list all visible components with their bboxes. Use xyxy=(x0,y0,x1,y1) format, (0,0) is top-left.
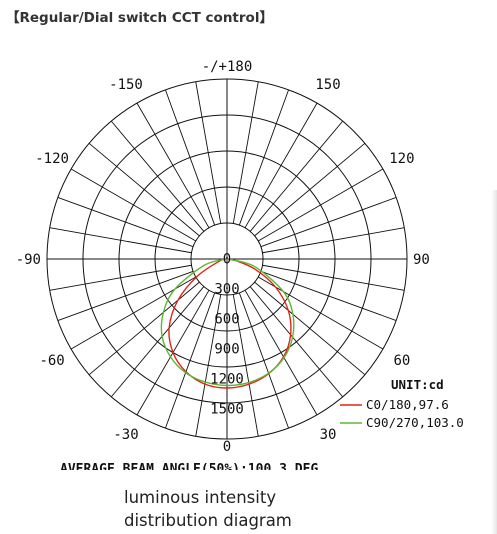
polar-chart: -/+180 150 -150 120 -120 90 -90 60 -60 30 -30 0 0 300… xyxy=(16,59,464,470)
radial-tick-label: 600 xyxy=(214,312,239,328)
angle-label: -30 xyxy=(113,427,138,443)
grid-ring xyxy=(154,186,300,332)
angle-label: 90 xyxy=(413,252,430,268)
angle-label: -120 xyxy=(35,151,69,167)
angle-label: 30 xyxy=(320,427,337,443)
polar-labels: -/+180 150 -150 120 -120 90 -90 60 -60 30 -30 0 0 300… xyxy=(16,59,430,455)
unit-label: UNIT:cd xyxy=(391,377,444,392)
legend: UNIT:cd C0/180,97.6 C90/270,103.0 xyxy=(340,377,464,430)
angle-label: 150 xyxy=(315,77,340,93)
legend-label-c90: C90/270,103.0 xyxy=(366,415,464,430)
angle-label: -150 xyxy=(109,77,143,93)
angle-label: -90 xyxy=(16,252,41,268)
angle-label: -60 xyxy=(39,353,64,369)
caption-line-2: distribution diagram xyxy=(124,511,292,530)
angle-label: 120 xyxy=(389,151,414,167)
curve-c0-180 xyxy=(168,258,292,389)
legend-label-c0: C0/180,97.6 xyxy=(366,397,449,412)
angle-label: 0 xyxy=(223,439,231,455)
page-edge-shadow xyxy=(491,190,497,534)
radial-tick-label: 900 xyxy=(214,342,239,358)
grid-ring xyxy=(82,114,372,404)
radial-tick-label: 0 xyxy=(223,252,231,268)
grid-ring xyxy=(190,222,264,296)
angle-label: -/+180 xyxy=(202,59,253,75)
grid-ring xyxy=(46,78,408,440)
caption: luminous intensity distribution diagram xyxy=(124,486,292,532)
radial-tick-label: 1200 xyxy=(210,372,244,388)
radial-tick-label: 1500 xyxy=(210,402,244,418)
curve-c90-270 xyxy=(160,258,295,387)
caption-line-1: luminous intensity xyxy=(124,488,277,507)
chart-heading: 【Regular/Dial switch CCT control】 xyxy=(6,10,273,26)
intensity-curves xyxy=(160,258,295,389)
angle-label: 60 xyxy=(393,353,410,369)
beam-angle-text: AVERAGE BEAM ANGLE(50%):100.3 DEG xyxy=(60,462,318,470)
polar-grid xyxy=(46,78,408,440)
radial-tick-label: 300 xyxy=(214,282,239,298)
grid-ring xyxy=(118,150,336,368)
